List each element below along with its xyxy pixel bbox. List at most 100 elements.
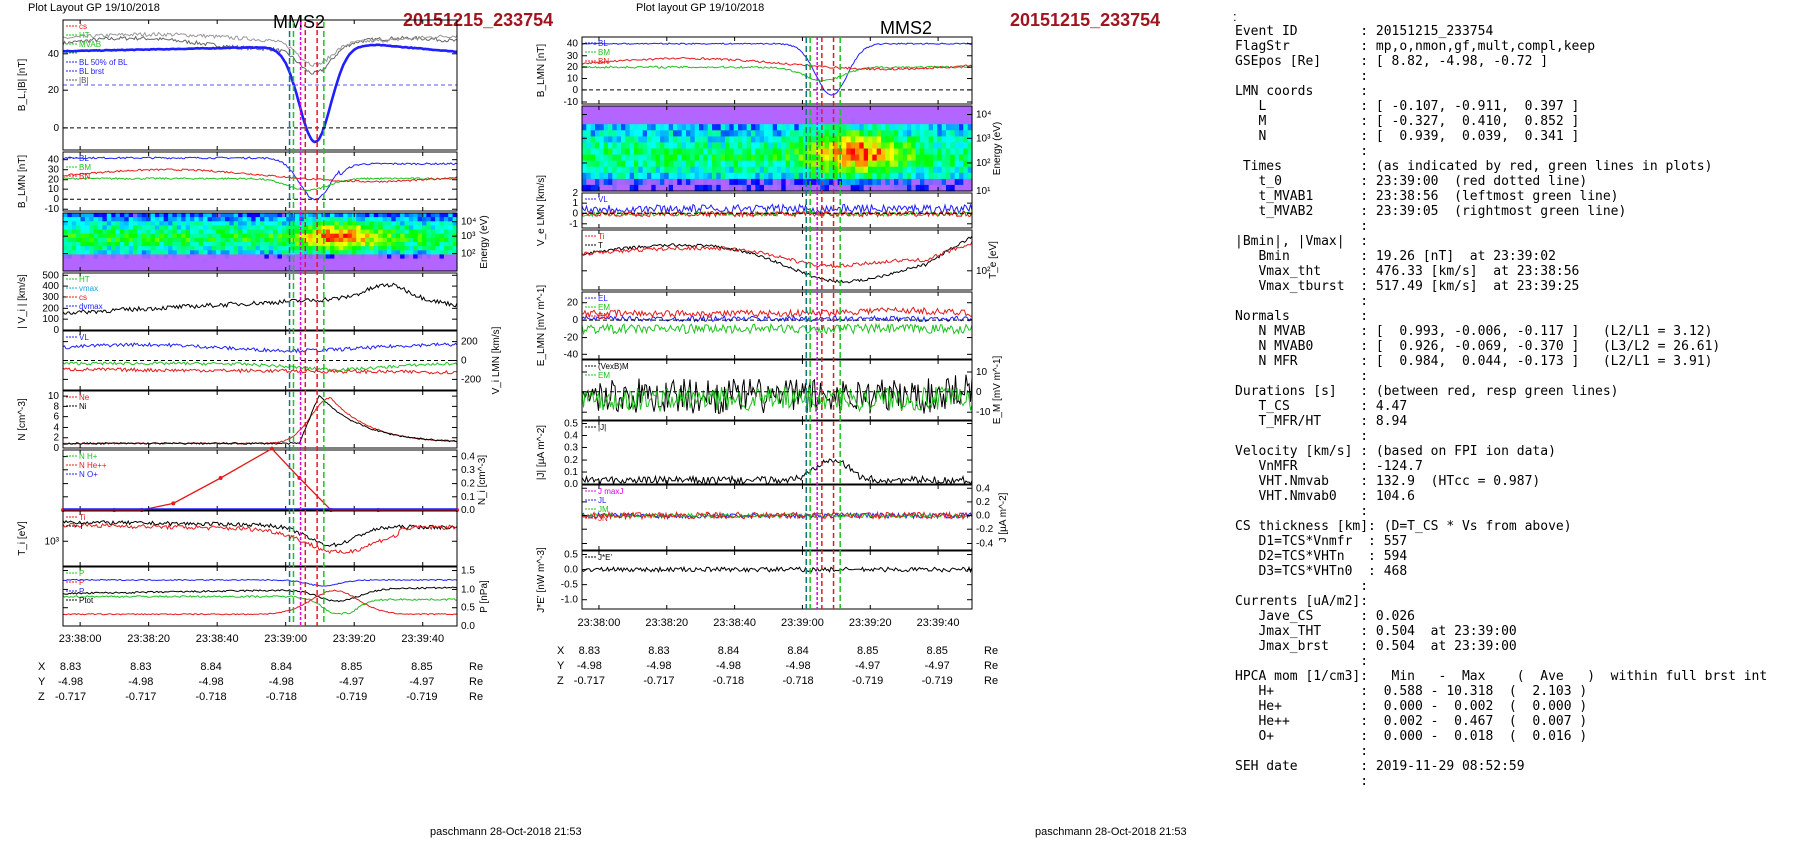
y-axis-label: N_i [cm^-3] (477, 455, 488, 505)
y-tick-label: 20 (567, 298, 579, 309)
y-tick-label: 10⁴ (976, 110, 991, 121)
y-tick-label: 200 (42, 303, 59, 314)
legend-entry: vmax (79, 284, 98, 293)
info-line: : (1235, 369, 1369, 384)
position-unit: Re (469, 676, 483, 688)
position-value: 8.84 (787, 645, 808, 657)
position-value: -4.98 (786, 660, 811, 672)
info-line: : (1235, 504, 1369, 519)
info-line: He++ : 0.002 - 0.467 ( 0.007 ) (1235, 714, 1588, 729)
y-axis-label: Energy (eV) (479, 215, 490, 268)
y-axis-label: | V_i | [km/s] (17, 274, 28, 329)
position-value: -0.719 (852, 675, 883, 687)
y-tick-label: 0 (572, 315, 578, 326)
y-tick-label: 1 (572, 198, 578, 209)
y-tick-label: 10 (48, 184, 60, 195)
info-line: Durations [s] : (between red, resp green… (1235, 384, 1619, 399)
info-line: Vmax_tburst : 517.49 [km/s] at 23:39:25 (1235, 279, 1580, 294)
plot-panel (62, 19, 458, 151)
y-axis-label: T_i [eV] (17, 521, 28, 556)
position-value: 8.83 (60, 661, 81, 673)
y-tick-label: 20 (567, 62, 579, 73)
y-tick-label: 0 (976, 387, 982, 398)
legend-entry: P (79, 569, 84, 578)
info-line: N : [ 0.939, 0.039, 0.341 ] (1235, 129, 1580, 144)
series-line (581, 235, 973, 284)
position-value: -4.97 (855, 660, 880, 672)
legend-entry: cs (79, 293, 87, 302)
time-tick-label: 23:39:20 (333, 633, 376, 645)
series-line (62, 341, 458, 354)
y-tick-label: 10² (976, 266, 991, 277)
y-tick-label: 10¹ (976, 186, 991, 197)
info-line: CS thickness [km]: (D=T_CS * Vs from abo… (1235, 519, 1572, 534)
series-line (581, 210, 973, 218)
y-tick-label: 30 (48, 165, 60, 176)
position-value: 8.84 (718, 645, 739, 657)
y-axis-label: V_i LMN [km/s] (491, 326, 502, 394)
time-tick-label: 23:38:40 (713, 617, 756, 629)
y-tick-label: -20 (564, 333, 579, 344)
y-tick-label: -10 (976, 407, 991, 418)
plot-panel (62, 510, 458, 567)
y-tick-label: 10³ (45, 536, 60, 547)
plot-panel (581, 359, 973, 421)
y-tick-label: 0 (53, 123, 59, 134)
info-line: H+ : 0.588 - 10.318 ( 2.103 ) (1235, 684, 1588, 699)
info-line: N MVAB0 : [ 0.926, -0.069, -0.370 ] (L3/… (1235, 339, 1721, 354)
y-axis-label: |J| [µA m^-2] (536, 425, 547, 480)
y-tick-label: 0.0 (461, 621, 475, 632)
event-id-left: 20151215_233754 (403, 10, 554, 30)
info-line: |Bmin|, |Vmax| : (1235, 234, 1369, 249)
info-line: Jave_CS : 0.026 (1235, 609, 1416, 624)
info-line: t_MVAB2 : 23:39:05 (rightmost green line… (1235, 204, 1627, 219)
legend-entry: EM (598, 371, 610, 380)
spectrogram (63, 213, 458, 272)
plot-panel (62, 151, 458, 212)
info-line: Jmax_THT : 0.504 at 23:39:00 (1235, 624, 1517, 639)
series-line (581, 56, 973, 71)
position-value: -4.98 (128, 676, 153, 688)
y-axis-label: E_M [mV m^-1] (992, 355, 1003, 424)
position-value: -0.718 (195, 691, 226, 703)
y-tick-label: 30 (567, 51, 579, 62)
footer-left: paschmann 28-Oct-2018 21:53 (430, 826, 582, 838)
info-line: VHT.Nmvab0 : 104.6 (1235, 489, 1416, 504)
legend-entry: T (598, 241, 603, 250)
plot-caption-left: Plot Layout GP 19/10/2018 (28, 2, 160, 14)
y-tick-label: 0.0 (564, 479, 578, 490)
position-value: 8.85 (927, 645, 948, 657)
time-tick-label: 23:39:40 (401, 633, 444, 645)
y-tick-label: 0.1 (564, 467, 578, 478)
time-tick-label: 23:39:00 (781, 617, 824, 629)
event-id-mid: 20151215_233754 (1010, 10, 1161, 30)
plot-panel (581, 192, 973, 229)
y-tick-label: -1.0 (561, 595, 579, 606)
y-tick-label: 0 (53, 194, 59, 205)
legend-entry: BN (79, 172, 90, 181)
info-line: Bmin : 19.26 [nT] at 23:39:02 (1235, 249, 1556, 264)
position-value: -4.98 (269, 676, 294, 688)
y-tick-label: 0.4 (976, 483, 990, 494)
info-line: : (1235, 774, 1369, 789)
info-line: O+ : 0.000 - 0.018 ( 0.016 ) (1235, 729, 1588, 744)
legend-entry: J maxJ (598, 487, 623, 496)
y-tick-label: 1.5 (461, 566, 475, 577)
spectrogram (582, 106, 973, 192)
legend-entry: JN (598, 514, 608, 523)
series-line (62, 586, 458, 603)
position-value: 8.84 (200, 661, 221, 673)
y-tick-label: 0 (461, 356, 467, 367)
y-tick-label: 0 (572, 208, 578, 219)
legend-entry: MVAB (79, 40, 101, 49)
y-tick-label: 0.0 (564, 565, 578, 576)
info-line: T_MFR/HT : 8.94 (1235, 414, 1408, 429)
series-line (62, 519, 458, 548)
y-tick-label: 0 (572, 85, 578, 96)
info-line: M : [ -0.327, 0.410, 0.852 ] (1235, 114, 1580, 129)
plot-panel (62, 390, 458, 449)
info-line: D2=TCS*VHTn : 594 (1235, 549, 1408, 564)
y-tick-label: 0 (53, 443, 59, 454)
time-tick-label: 23:38:20 (645, 617, 688, 629)
